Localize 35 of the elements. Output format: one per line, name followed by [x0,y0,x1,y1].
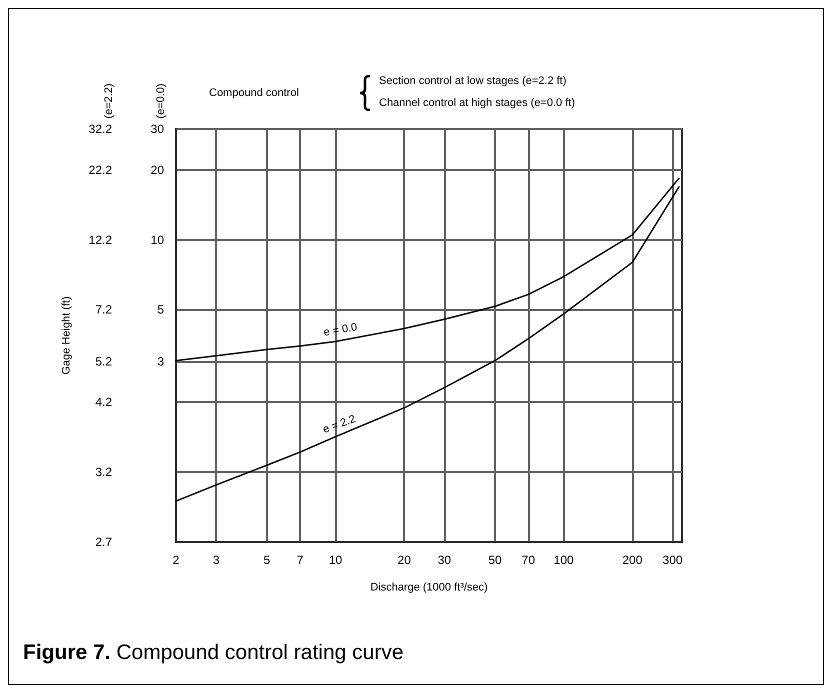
text: 4.2 [95,395,112,410]
text: 3.2 [95,465,112,480]
x-tick-label: 70 [522,553,536,567]
y-tick-label: 3 [157,354,164,368]
text: 2.7 [95,535,112,549]
x-tick-label: 3 [212,553,220,567]
y-tick-label: 10 [150,232,164,247]
x-tick-label: 300 [662,553,683,567]
y-tick-label: 30 [150,122,164,136]
x-tick-label: 30 [438,553,452,567]
text: Figure 7. Compound control rating curve [23,641,404,665]
x-tick-label: 100 [554,553,574,567]
x-tick-label: 20 [398,553,412,567]
text: 12.2 [88,232,112,247]
text: (e=2.2) [103,83,115,119]
x-tick-label: 10 [328,553,342,567]
x-axis-title: Discharge (1000 ft³/sec) [370,582,488,594]
text: Gage Height (ft) [60,296,72,375]
text: (e=0.0) [155,83,167,119]
text: e = 2.2 [321,413,358,436]
x-tick-label: 7 [296,553,304,567]
y-tick-label: 5 [157,302,164,317]
text: 22.2 [88,162,112,177]
text: 32.2 [88,122,112,136]
text: Channel control at high stages (e=0.0 ft) [379,97,575,109]
x-tick-label: 50 [488,553,502,567]
y-tick-label: 20 [150,162,164,177]
text: Section control at low stages (e=2.2 ft) [379,75,566,87]
x-tick-label: 2 [172,553,180,567]
text: e = 0.0 [322,321,358,339]
x-tick-label: 5 [263,553,270,567]
x-tick-label: 200 [622,553,643,567]
text: Compound control [209,87,299,99]
text: 7.2 [95,302,112,317]
text: 5.2 [95,354,112,368]
